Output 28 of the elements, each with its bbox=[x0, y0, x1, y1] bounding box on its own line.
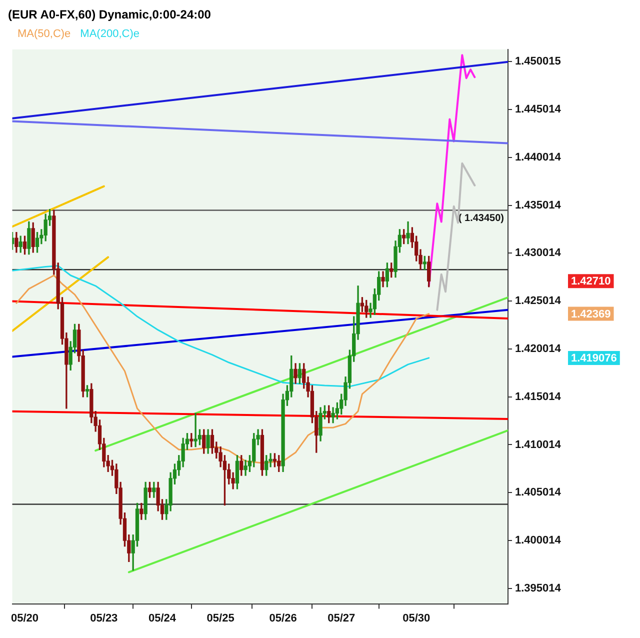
y-tick-label: 1.435014 bbox=[515, 199, 562, 212]
x-tick-label: 05/20 bbox=[11, 612, 39, 624]
text: 1.42710 bbox=[571, 276, 611, 288]
y-tick-label: 1.450015 bbox=[515, 56, 561, 68]
x-tick-label: 05/30 bbox=[402, 612, 430, 624]
chart-title: (EUR A0-FX,60) Dynamic,0:00-24:00 bbox=[8, 8, 212, 22]
candlestick bbox=[194, 412, 198, 448]
x-tick-label: 05/24 bbox=[148, 612, 177, 624]
text: 1.42369 bbox=[571, 308, 611, 320]
y-tick-label: 1.415014 bbox=[515, 390, 562, 403]
y-tick-label: 1.410014 bbox=[515, 438, 562, 451]
text: MA(200,C)e bbox=[80, 28, 140, 40]
x-tick-label: 05/23 bbox=[90, 612, 118, 624]
y-tick-label: 1.445014 bbox=[515, 104, 562, 116]
y-tick-label: 1.440014 bbox=[515, 151, 562, 164]
y-tick-label: 1.400014 bbox=[515, 534, 562, 546]
ref-line-label: ( 1.43450) bbox=[458, 213, 504, 224]
y-tick-label: 1.430014 bbox=[515, 247, 562, 260]
x-tick-label: 05/26 bbox=[269, 612, 297, 624]
text: MA(50,C)e bbox=[18, 28, 71, 40]
x-tick-label: 05/25 bbox=[206, 612, 234, 624]
y-tick-label: 1.405014 bbox=[515, 486, 562, 499]
candlestick bbox=[406, 221, 410, 244]
y-tick-label: 1.420014 bbox=[515, 343, 562, 355]
x-tick-label: 05/27 bbox=[328, 612, 356, 624]
y-tick-label: 1.425014 bbox=[515, 295, 562, 308]
y-tick-label: 1.395014 bbox=[515, 582, 562, 594]
text: 1.419076 bbox=[571, 352, 617, 364]
